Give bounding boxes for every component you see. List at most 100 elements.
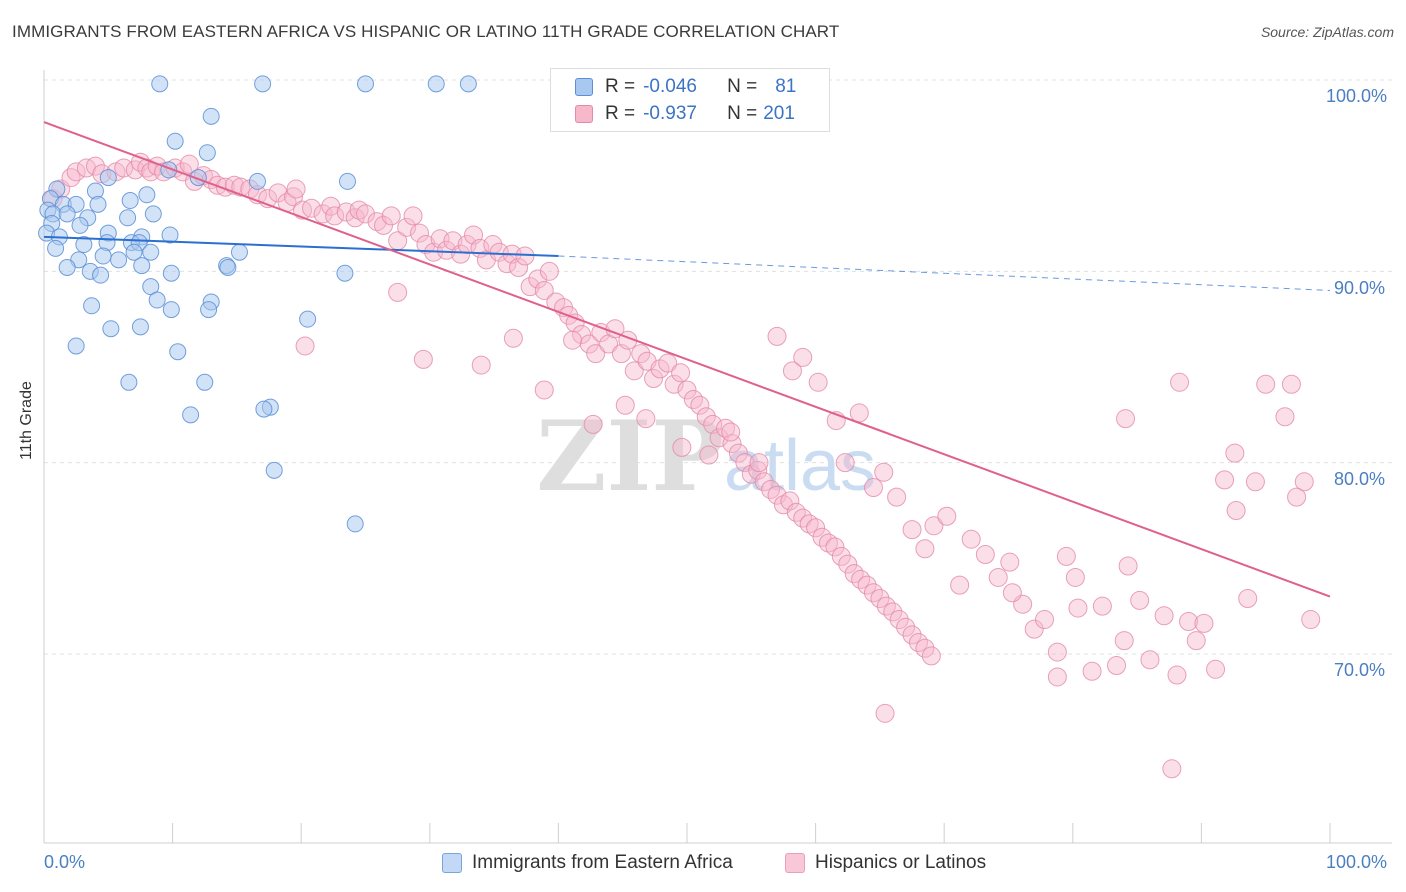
hispanic-point xyxy=(301,198,321,218)
hispanic-point xyxy=(437,240,457,260)
hispanic-point xyxy=(539,261,559,281)
eastern-africa-point xyxy=(182,406,200,424)
chart-source: Source: ZipAtlas.com xyxy=(1260,24,1394,40)
eastern-africa-point xyxy=(133,257,151,275)
hispanic-point xyxy=(728,443,748,463)
hispanic-point xyxy=(388,282,408,302)
hispanic-point xyxy=(664,374,684,394)
eastern-africa-point xyxy=(47,239,65,257)
y-tick-90: 90.0% xyxy=(1334,278,1386,298)
hispanic-point xyxy=(1114,631,1134,651)
hispanic-point xyxy=(1107,655,1127,675)
hispanic-point xyxy=(61,168,81,188)
eastern-africa-point xyxy=(427,75,445,93)
eastern-africa-point xyxy=(58,259,76,277)
legend-row-hispanic: R = -0.937 N = 201 xyxy=(575,102,795,126)
hispanic-point xyxy=(896,617,916,637)
hispanic-point xyxy=(749,453,769,473)
hispanic-point xyxy=(889,610,909,630)
hispanic-point xyxy=(503,328,523,348)
stats-legend: R = -0.046 N = 81 R = -0.937 N = 201 xyxy=(550,68,830,132)
eastern-africa-point xyxy=(67,337,85,355)
x-tick-0: 0.0% xyxy=(44,852,86,872)
hispanic-point xyxy=(283,187,303,207)
hispanic-point xyxy=(690,395,710,415)
hispanic-point xyxy=(1082,661,1102,681)
legend-n-label-2: N = xyxy=(727,103,758,124)
hispanic-point xyxy=(924,516,944,536)
hispanic-point xyxy=(356,204,375,224)
hispanic-point xyxy=(1301,610,1321,630)
hispanic-point xyxy=(520,277,540,297)
eastern-africa-point xyxy=(459,75,477,93)
eastern-africa-point xyxy=(202,107,220,125)
hispanic-point xyxy=(615,395,635,415)
hispanic-point xyxy=(1256,374,1276,394)
eastern-africa-point xyxy=(83,297,101,315)
eastern-africa-point xyxy=(119,209,137,227)
hispanic-point xyxy=(1186,631,1206,651)
eastern-africa-point xyxy=(162,301,180,319)
legend-r-label-2: R = xyxy=(605,103,636,124)
hispanic-point xyxy=(849,403,869,423)
hispanic-point xyxy=(636,409,656,429)
y-tick-80: 80.0% xyxy=(1334,469,1386,489)
eastern-africa-point xyxy=(58,205,76,223)
eastern-africa-point xyxy=(131,318,149,336)
hispanic-point xyxy=(988,567,1008,587)
hispanic-point xyxy=(114,158,134,178)
eastern-africa-point xyxy=(189,169,207,187)
hispanic-point xyxy=(1194,613,1214,633)
series-legend-label-1: Immigrants from Eastern Africa xyxy=(472,852,733,873)
hispanic-point xyxy=(416,235,436,255)
eastern-africa-trend-line xyxy=(43,235,559,258)
hispanic-point xyxy=(295,336,315,356)
eastern-africa-point xyxy=(94,247,112,265)
hispanic-point xyxy=(1287,487,1307,507)
eastern-africa-point xyxy=(99,169,117,187)
eastern-africa-points xyxy=(38,75,477,533)
hispanic-point xyxy=(950,575,970,595)
legend-r-value-2: -0.937 xyxy=(643,103,697,124)
eastern-africa-point xyxy=(71,216,89,234)
hispanic-point xyxy=(1238,589,1258,609)
hispanic-point xyxy=(534,280,554,300)
hispanic-point xyxy=(85,156,105,176)
hispanic-point xyxy=(838,554,858,574)
eastern-africa-point xyxy=(357,75,374,93)
eastern-africa-point xyxy=(336,264,354,282)
hispanic-point xyxy=(754,472,774,492)
hispanic-point xyxy=(1065,567,1085,587)
hispanic-point xyxy=(1035,610,1055,630)
hispanic-point xyxy=(696,407,716,427)
hispanic-point xyxy=(1275,407,1295,427)
legend-n-value-2: 201 xyxy=(763,103,795,124)
hispanic-point xyxy=(471,355,491,375)
hispanic-point xyxy=(1226,501,1246,520)
hispanic-point xyxy=(313,204,333,224)
hispanic-point xyxy=(179,154,199,174)
hispanic-point xyxy=(515,246,535,266)
series-legend-hispanic[interactable]: Hispanics or Latinos xyxy=(785,852,986,874)
hispanic-point xyxy=(1116,409,1136,429)
eastern-africa-point xyxy=(151,75,169,93)
hispanic-point xyxy=(835,453,855,473)
hispanic-point xyxy=(677,380,697,400)
legend-swatch-blue xyxy=(575,78,593,96)
eastern-africa-point xyxy=(142,243,160,261)
hispanic-point xyxy=(1167,665,1187,685)
series-legend-eastern-africa[interactable]: Immigrants from Eastern Africa xyxy=(442,852,733,874)
hispanic-point xyxy=(825,537,845,557)
hispanic-point xyxy=(961,529,981,549)
hispanic-point xyxy=(902,625,922,645)
eastern-africa-point xyxy=(144,205,162,223)
hispanic-point xyxy=(1140,650,1160,670)
hispanic-point xyxy=(658,353,678,373)
eastern-africa-point xyxy=(125,243,143,261)
eastern-africa-point xyxy=(102,320,120,338)
hispanic-point xyxy=(534,380,554,400)
eastern-africa-point xyxy=(338,172,356,190)
hispanic-point xyxy=(870,589,890,609)
hispanic-point xyxy=(403,206,423,226)
hispanic-point xyxy=(671,363,691,383)
